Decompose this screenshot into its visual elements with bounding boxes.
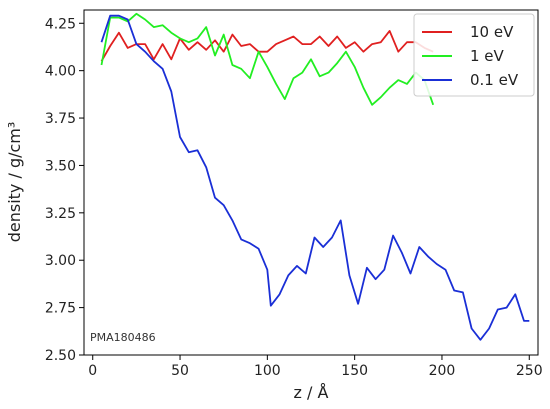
series-line-0	[100, 29, 434, 62]
annotation-label: PMA180486	[90, 331, 156, 344]
x-tick-label: 250	[516, 363, 543, 379]
y-tick-label: 2.75	[45, 301, 76, 317]
series-layer	[100, 12, 530, 341]
series-line-2	[100, 14, 530, 341]
x-axis: 0 50 100 150 200 250	[88, 355, 543, 379]
legend-label-2: 0.1 eV	[470, 71, 519, 89]
x-tick-label: 0	[88, 363, 97, 379]
y-tick-label: 3.25	[45, 206, 76, 222]
y-axis-label: density / g/cm³	[5, 122, 24, 243]
y-tick-label: 4.00	[45, 64, 76, 80]
y-tick-label: 4.25	[45, 16, 76, 32]
legend: 10 eV 1 eV 0.1 eV	[413, 13, 535, 97]
x-tick-label: 200	[429, 363, 456, 379]
x-axis-label: z / Å	[294, 383, 329, 402]
x-tick-label: 50	[171, 363, 189, 379]
series-line-1	[100, 12, 435, 106]
y-tick-label: 2.50	[45, 348, 76, 364]
x-tick-label: 100	[254, 363, 281, 379]
x-tick-label: 150	[341, 363, 368, 379]
legend-label-0: 10 eV	[470, 23, 514, 41]
y-tick-label: 3.00	[45, 253, 76, 269]
y-tick-label: 3.75	[45, 111, 76, 127]
legend-label-1: 1 eV	[470, 47, 505, 65]
y-axis: 2.50 2.75 3.00 3.25 3.50 3.75 4.00 4.25	[45, 16, 84, 364]
y-tick-label: 3.50	[45, 158, 76, 174]
legend-box	[413, 13, 535, 97]
